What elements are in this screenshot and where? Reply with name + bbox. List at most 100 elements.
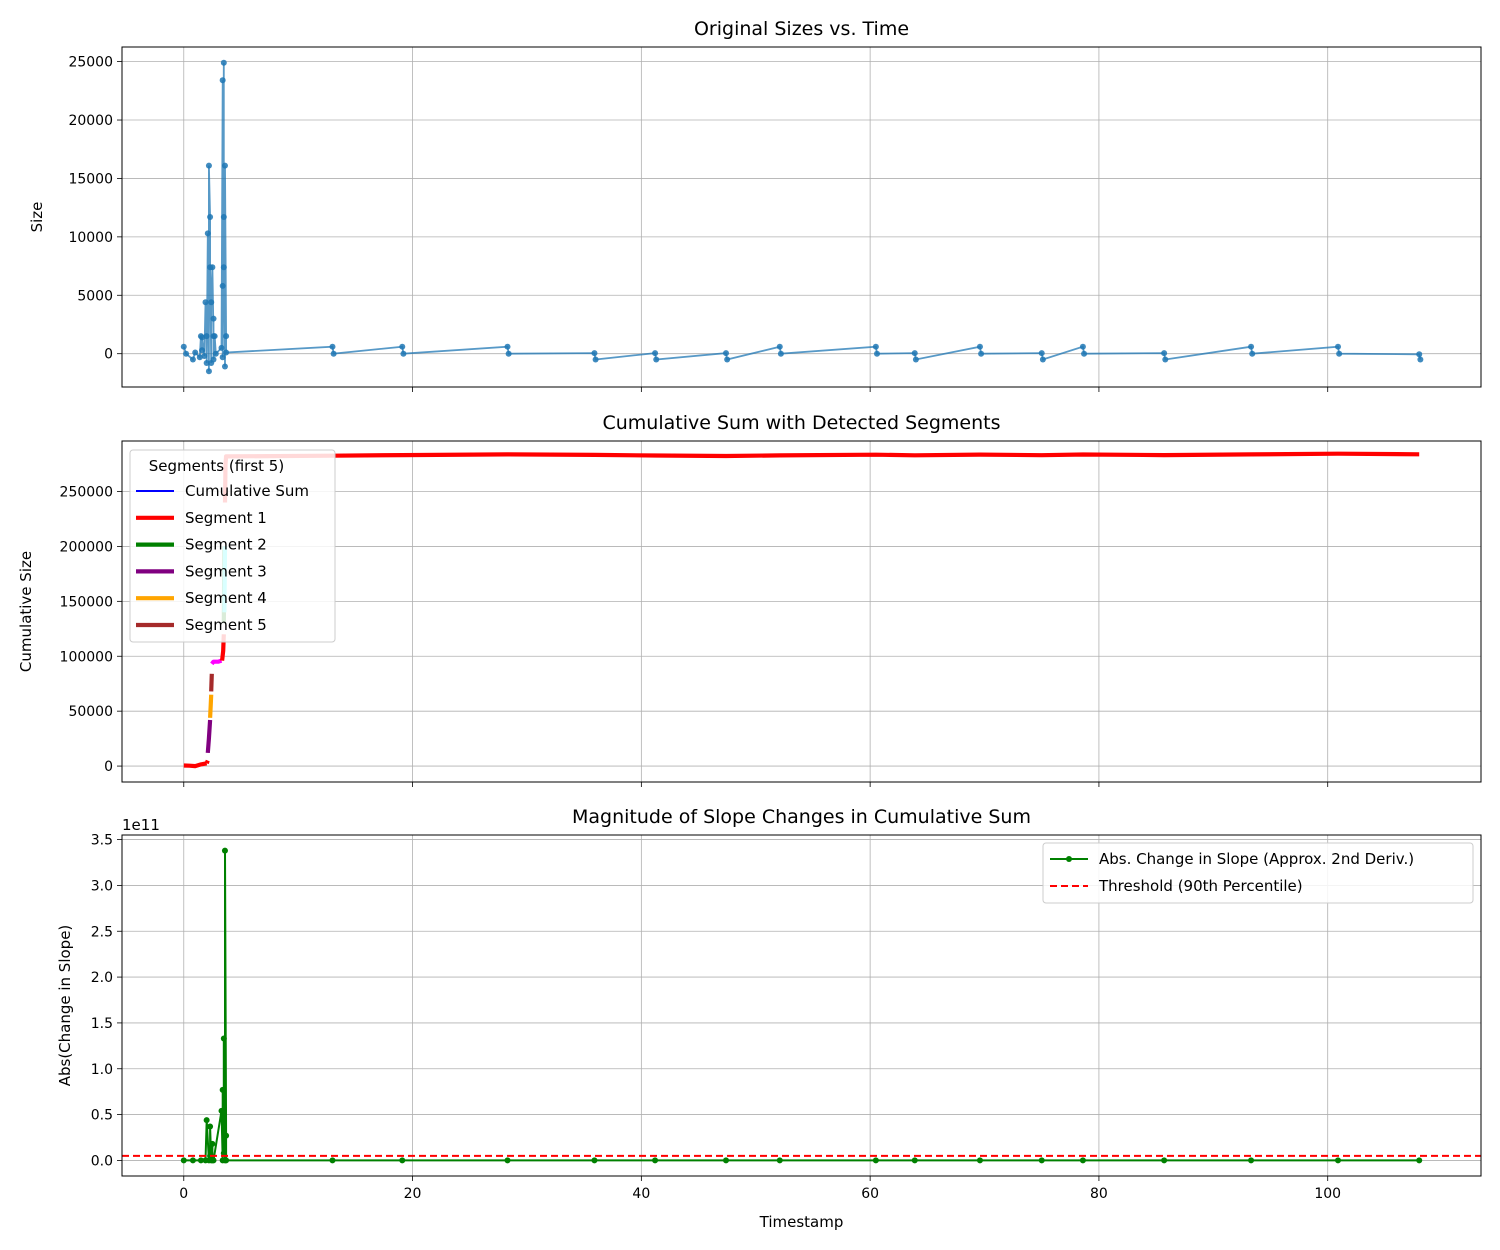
legend-label: Segment 3 [185, 562, 267, 580]
size-point [329, 343, 336, 350]
y-axis-label: Size [28, 202, 46, 233]
x-tick-label: 100 [1314, 1186, 1341, 1202]
legend-label: Segment 4 [185, 589, 267, 607]
size-point [203, 360, 210, 367]
y-tick-label: 150000 [60, 594, 113, 610]
size-point [1336, 350, 1343, 357]
plot-area [183, 451, 1420, 769]
slope-change-point [1038, 1157, 1045, 1164]
slope-change-point [223, 1157, 230, 1164]
size-point [196, 354, 203, 361]
legend-label: Abs. Change in Slope (Approx. 2nd Deriv.… [1099, 850, 1414, 868]
legend-title: Segments (first 5) [149, 457, 284, 475]
size-point [978, 350, 985, 357]
y-tick-label: 0 [104, 347, 113, 363]
size-point [221, 162, 228, 169]
legend-label: Threshold (90th Percentile) [1098, 877, 1303, 895]
size-point [219, 77, 226, 84]
size-point [199, 334, 206, 341]
size-point [208, 299, 215, 306]
size-point [220, 264, 227, 271]
slope-change-point [210, 1157, 217, 1164]
size-point [204, 230, 211, 237]
plot-area [122, 847, 1481, 1164]
y-tick-label: 2.5 [91, 924, 113, 940]
size-point [220, 59, 227, 66]
slope-change-point [723, 1157, 729, 1164]
size-point [1079, 343, 1086, 350]
size-point [218, 344, 225, 351]
y-tick-label: 3.5 [91, 833, 113, 849]
slope-change-point [223, 1132, 230, 1139]
y-tick-label: 200000 [60, 539, 113, 555]
legend-box [129, 449, 336, 643]
chart-title: Magnitude of Slope Changes in Cumulative… [572, 806, 1031, 828]
plot-area [180, 59, 1424, 375]
segments-legend: Segments (first 5) Cumulative Sum Segment … [129, 449, 336, 643]
y-tick-label: 25000 [68, 55, 113, 71]
size-point [1416, 351, 1423, 358]
size-point [592, 356, 599, 363]
x-axis-label: Timestamp [759, 1213, 844, 1231]
size-point [219, 354, 226, 361]
slope-change-point [221, 847, 228, 854]
segment-line [210, 658, 223, 666]
slope-change-point [220, 1035, 227, 1042]
segment-line [208, 694, 214, 718]
subplot-3: 0 20 40 60 80 100 0.0 0.5 1.0 1.5 2.0 2.5 3.0 3.5 Magn… [56, 806, 1482, 1231]
size-point [205, 162, 212, 169]
size-line [182, 62, 1422, 372]
legend-box [1042, 842, 1474, 904]
size-point [1038, 350, 1045, 357]
slope-change-point [207, 1123, 214, 1130]
y-axis-label: Cumulative Size [17, 551, 35, 672]
slope-change-point [220, 1150, 227, 1157]
size-point [1081, 350, 1088, 357]
size-point [591, 350, 598, 357]
size-point [1162, 356, 1169, 363]
size-point [212, 350, 219, 357]
y-tick-label: 250000 [60, 485, 113, 501]
y-tick-label: 3.0 [91, 878, 113, 894]
size-point [505, 350, 512, 357]
subplot-1: 0 5000 10000 15000 20000 25000 Original Sizes … [28, 18, 1482, 392]
slope-change-point [504, 1157, 511, 1164]
slope-change-point [399, 1157, 406, 1164]
slope-change-point [911, 1157, 918, 1164]
y-offset-text: 1e11 [122, 816, 160, 834]
chart-title: Original Sizes vs. Time [694, 18, 909, 40]
slope-change-point [189, 1157, 196, 1164]
y-tick-label: 5000 [77, 288, 113, 304]
size-point [653, 356, 660, 363]
size-point [205, 368, 212, 375]
size-point [1248, 343, 1255, 350]
size-point [192, 349, 199, 356]
size-point [201, 353, 208, 360]
chart-title: Cumulative Sum with Detected Segments [602, 412, 1000, 434]
size-point [874, 350, 880, 357]
size-point [180, 343, 187, 350]
size-point [203, 333, 210, 340]
segment-line [209, 673, 214, 692]
y-tick-label: 0.0 [91, 1153, 113, 1169]
size-point [207, 214, 214, 220]
segment-line [222, 451, 1420, 503]
y-tick-label: 0.5 [91, 1108, 113, 1124]
y-tick-label: 15000 [68, 171, 113, 187]
size-point [220, 214, 227, 220]
size-point [210, 356, 217, 363]
slope-change-point [209, 1140, 216, 1147]
size-point [1417, 356, 1424, 363]
size-point [912, 356, 919, 363]
size-point [223, 333, 230, 340]
size-point [211, 333, 218, 340]
y-tick-label: 0 [104, 759, 113, 775]
size-point [1161, 350, 1168, 357]
slope-change-point [591, 1157, 598, 1164]
axes-frame [121, 834, 1482, 1177]
size-point [202, 299, 209, 306]
legend-label: Segment 2 [185, 536, 267, 554]
size-point [1249, 350, 1256, 357]
size-point [723, 350, 729, 357]
y-tick-label: 1.0 [91, 1062, 113, 1078]
